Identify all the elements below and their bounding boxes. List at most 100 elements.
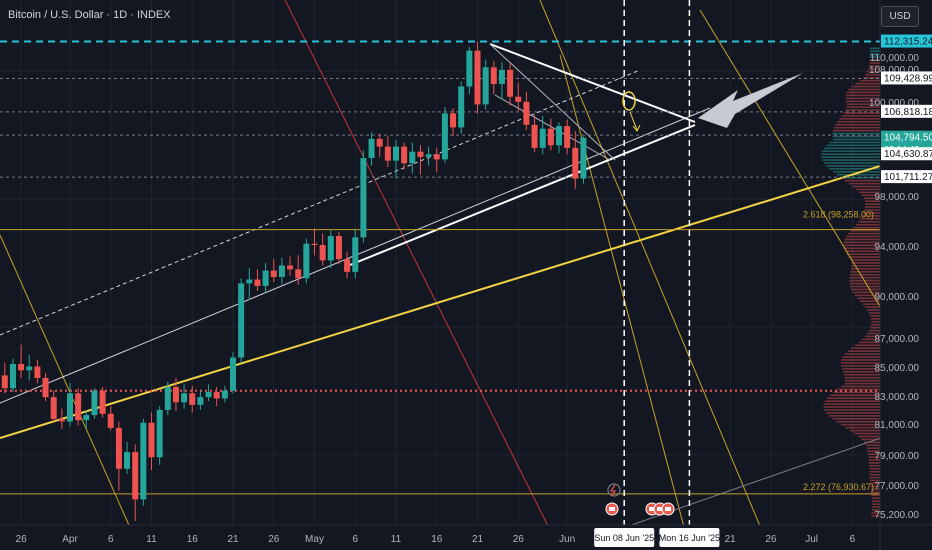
candle[interactable] xyxy=(368,132,375,166)
candle[interactable] xyxy=(393,140,399,179)
candle[interactable] xyxy=(376,133,383,157)
candle[interactable] xyxy=(531,114,538,152)
fib-label: 2.272 (76,930.67) xyxy=(803,482,874,492)
yellow-diagonal-right xyxy=(699,9,880,308)
volume-profile-bar xyxy=(843,373,880,376)
candle[interactable] xyxy=(303,238,310,284)
candle[interactable] xyxy=(213,386,220,407)
candle[interactable] xyxy=(148,412,155,471)
candle[interactable] xyxy=(124,441,131,474)
candle[interactable] xyxy=(91,388,98,419)
candle[interactable] xyxy=(572,131,579,189)
volume-profile-bar xyxy=(848,256,880,258)
candle[interactable] xyxy=(115,421,122,491)
candle[interactable] xyxy=(564,119,571,155)
candle[interactable] xyxy=(270,259,277,283)
volume-profile-bar xyxy=(844,376,880,379)
candle[interactable] xyxy=(425,146,432,166)
volume-profile-bar xyxy=(840,362,880,364)
lightning-icon[interactable] xyxy=(607,483,621,497)
candle[interactable] xyxy=(50,390,57,423)
candle[interactable] xyxy=(156,406,163,465)
candle[interactable] xyxy=(344,251,351,279)
candle[interactable] xyxy=(547,118,554,151)
candle-body xyxy=(91,390,98,416)
candle[interactable] xyxy=(580,136,587,184)
candle[interactable] xyxy=(221,385,228,403)
candle[interactable] xyxy=(18,344,25,378)
candle[interactable] xyxy=(311,228,318,256)
candle[interactable] xyxy=(450,108,457,137)
volume-profile-bar xyxy=(845,426,880,429)
volume-profile-bar xyxy=(869,476,880,479)
candle[interactable] xyxy=(556,122,562,153)
candle[interactable] xyxy=(287,256,294,276)
candle[interactable] xyxy=(99,386,106,418)
gray-fan-line xyxy=(630,437,880,525)
candle[interactable] xyxy=(401,142,408,170)
candle[interactable] xyxy=(327,229,334,269)
candle[interactable] xyxy=(164,381,171,416)
volume-profile-bar xyxy=(871,497,880,500)
candle[interactable] xyxy=(482,59,489,110)
candle[interactable] xyxy=(254,269,261,292)
candle[interactable] xyxy=(523,91,530,130)
candle[interactable] xyxy=(474,41,481,114)
candle[interactable] xyxy=(262,262,269,293)
candle[interactable] xyxy=(238,278,245,363)
volume-profile-bar xyxy=(841,385,880,388)
currency-button[interactable]: USD xyxy=(881,6,919,27)
candle[interactable] xyxy=(140,418,147,506)
candle[interactable] xyxy=(417,145,424,175)
volume-profile-bar xyxy=(821,153,880,155)
volume-profile-bar xyxy=(857,435,880,438)
candle[interactable] xyxy=(433,147,440,173)
candle-body xyxy=(539,128,546,148)
time-tick-label: 21 xyxy=(227,534,239,545)
candle-body xyxy=(205,392,212,398)
candle[interactable] xyxy=(458,81,465,134)
candle[interactable] xyxy=(197,390,204,410)
candle[interactable] xyxy=(42,372,49,401)
price-label: 101,711.27 xyxy=(881,170,932,184)
candle[interactable] xyxy=(9,358,16,393)
candle[interactable] xyxy=(26,354,33,381)
candle[interactable] xyxy=(83,409,90,430)
candle[interactable] xyxy=(1,362,8,394)
candle[interactable] xyxy=(132,444,139,522)
candle[interactable] xyxy=(75,388,82,426)
price-tick-label: 90,000.00 xyxy=(875,292,920,303)
candle[interactable] xyxy=(319,233,326,266)
candle[interactable] xyxy=(67,383,73,427)
candle[interactable] xyxy=(58,408,65,430)
candle[interactable] xyxy=(498,62,505,100)
candle[interactable] xyxy=(230,352,236,394)
candle[interactable] xyxy=(278,257,285,285)
candle[interactable] xyxy=(507,63,514,106)
candle[interactable] xyxy=(384,136,391,168)
candle[interactable] xyxy=(539,115,546,155)
candle[interactable] xyxy=(466,46,473,95)
candle[interactable] xyxy=(172,377,179,412)
candle[interactable] xyxy=(441,106,448,164)
candle[interactable] xyxy=(490,60,497,95)
candle[interactable] xyxy=(335,232,342,265)
candle[interactable] xyxy=(409,142,416,174)
candle[interactable] xyxy=(246,268,253,300)
candle[interactable] xyxy=(107,406,114,431)
candle[interactable] xyxy=(181,384,188,409)
candle-body xyxy=(393,146,399,161)
volume-profile-bar xyxy=(860,218,880,220)
candle[interactable] xyxy=(205,384,212,401)
candle[interactable] xyxy=(189,385,196,413)
candle[interactable] xyxy=(360,150,367,243)
price-label: 106,818.18 xyxy=(881,104,932,118)
candle[interactable] xyxy=(295,255,302,285)
volume-profile-bar xyxy=(861,438,880,441)
candle[interactable] xyxy=(352,229,359,279)
volume-profile-bar xyxy=(823,162,880,164)
volume-profile-bar xyxy=(846,91,880,94)
candle[interactable] xyxy=(34,360,41,384)
candle[interactable] xyxy=(515,82,522,111)
